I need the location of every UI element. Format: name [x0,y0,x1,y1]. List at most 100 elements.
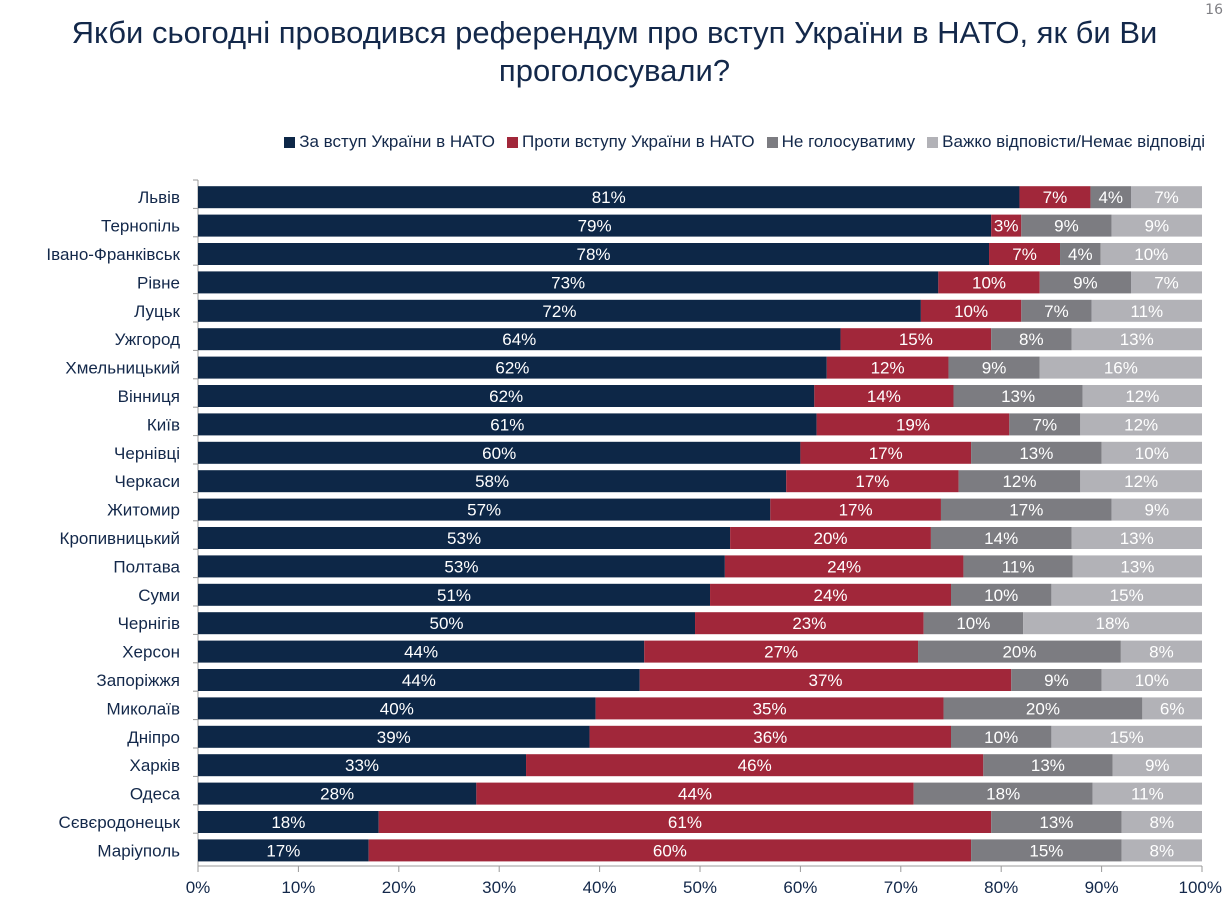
bar-segment [198,669,640,691]
data-label: 57% [467,501,501,520]
data-label: 13% [1019,444,1053,463]
bar-segment [198,498,771,521]
data-label: 64% [502,330,536,349]
data-label: 23% [792,614,826,633]
bar-segment [724,555,964,578]
bar-segment [943,697,1143,720]
x-tick-label: 20% [382,878,416,897]
legend-item: Не голосуватиму [766,132,915,152]
data-label: 44% [404,643,438,662]
bar-segment [368,839,972,862]
data-label: 24% [814,586,848,605]
data-label: 18% [271,813,305,832]
data-label: 13% [1120,557,1154,576]
data-label: 4% [1068,245,1093,264]
category-label: Кропивницький [60,529,180,548]
data-label: 16% [1104,359,1138,378]
data-label: 7% [1033,415,1058,434]
bar-segment [971,441,1102,464]
bar-segment [198,782,477,805]
category-label: Суми [138,586,180,605]
legend-item: Проти вступу України в НАТО [507,132,755,152]
data-label: 15% [1110,728,1144,747]
data-label: 9% [982,359,1007,378]
data-label: 17% [869,444,903,463]
bar-segment [1111,498,1202,521]
x-tick-label: 60% [783,878,817,897]
bar-segment [983,754,1113,777]
data-label: 12% [1124,415,1158,434]
bar-segment [589,725,951,748]
data-label: 60% [482,444,516,463]
data-label: 46% [738,756,772,775]
bar-segment [1112,754,1202,777]
bar-segment [644,640,919,663]
bar-segment [1072,555,1202,578]
legend-swatch [927,136,939,148]
bar-segment [730,527,931,549]
data-label: 12% [1002,472,1036,491]
bar-segment [710,583,951,606]
data-label: 53% [447,529,481,548]
bar-segment [1039,356,1202,379]
legend-label: Проти вступу України в НАТО [522,132,755,151]
bar-segment [198,328,841,351]
bar-segment [198,413,817,436]
category-label: Львів [138,188,180,207]
x-tick-label: 70% [884,878,918,897]
x-tick-label: 10% [281,878,315,897]
category-label: Луцьк [134,302,180,321]
data-label: 19% [896,415,930,434]
bar-segment [198,555,725,578]
data-label: 73% [551,273,585,292]
data-label: 11% [1131,785,1164,804]
category-label: Київ [147,415,180,434]
data-label: 8% [1149,643,1174,662]
category-label: Дніпро [127,728,180,747]
bar-segment [991,328,1072,351]
bar-segment [1090,186,1132,209]
bar-segment [526,754,984,777]
x-tick-label: 90% [1085,878,1119,897]
bar-segment [953,385,1083,407]
data-label: 60% [653,841,687,860]
data-label: 15% [1110,586,1144,605]
data-label: 51% [437,586,471,605]
bar-segment [1009,413,1081,436]
category-label: Івано-Франківськ [46,245,180,264]
bar-segment [198,725,590,748]
data-label: 8% [1019,330,1044,349]
data-label: 53% [444,557,478,576]
bar-segment [1082,385,1202,407]
data-label: 28% [320,785,354,804]
data-label: 17% [855,472,889,491]
data-label: 58% [475,472,509,491]
data-label: 20% [1026,699,1060,718]
chart-title: Якби сьогодні проводився референдум про … [71,15,1158,88]
category-label: Запоріжжя [96,671,180,690]
data-label: 35% [753,699,787,718]
category-label: Черкаси [114,472,180,491]
category-label: Миколаїв [107,699,181,718]
data-label: 7% [1154,188,1179,207]
data-label: 44% [678,785,712,804]
data-label: 13% [1001,387,1035,406]
data-label: 72% [542,302,576,321]
x-tick-label: 80% [984,878,1018,897]
bar-segment [1100,243,1202,265]
bar-segment [1039,271,1132,294]
x-tick-label: 30% [482,878,516,897]
bar-segment [198,697,596,720]
bar-segment [1071,527,1202,549]
data-label: 15% [899,330,933,349]
data-label: 7% [1012,245,1037,264]
legend-label: Важко відповісти/Немає відповіді [942,132,1205,151]
data-label: 18% [986,785,1020,804]
data-label: 61% [668,813,702,832]
x-tick-label: 0% [186,878,211,897]
bar-segment [198,186,1020,209]
data-label: 78% [576,245,610,264]
bar-segment [378,811,992,833]
bar-segment [918,640,1121,663]
data-label: 14% [867,387,901,406]
